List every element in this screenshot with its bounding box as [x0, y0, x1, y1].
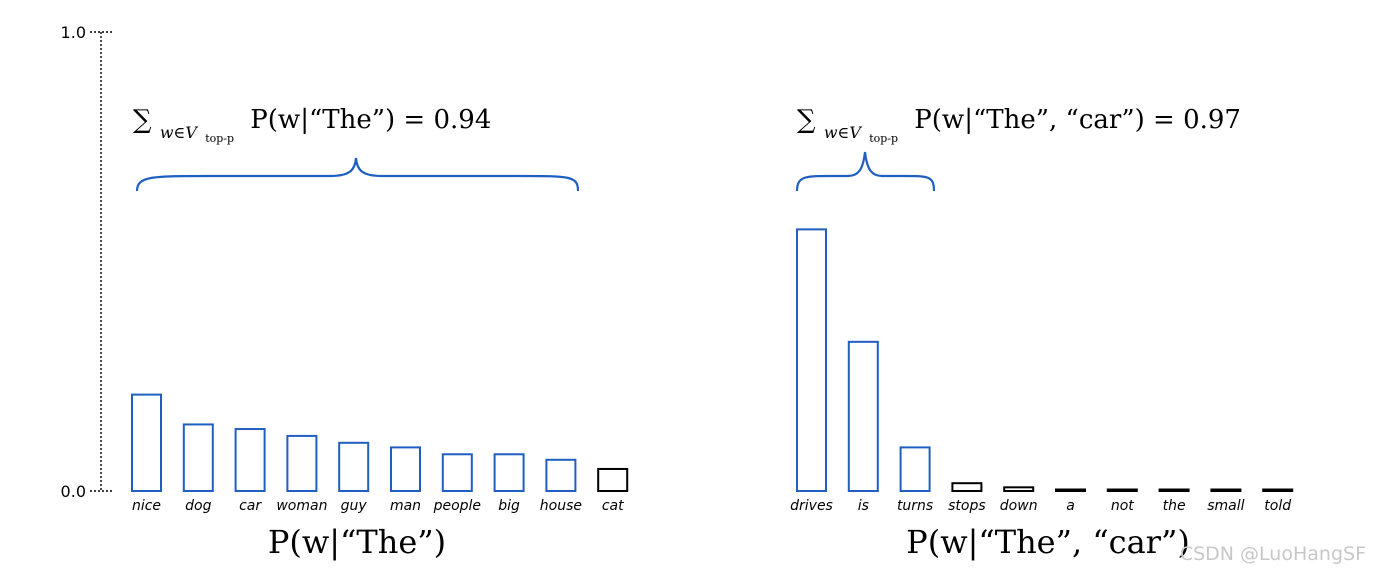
- sum-expression: P(w|“The”, “car”) = 0.97: [914, 105, 1241, 135]
- sum-subsubscript: top-p: [205, 132, 234, 145]
- bars-the-car: [796, 228, 1294, 493]
- bar-told: [1262, 488, 1294, 492]
- y-tick-label-top: 1.0: [61, 23, 86, 42]
- watermark: CSDN @LuoHangSF: [1180, 543, 1366, 565]
- word-label-is: is: [858, 498, 869, 514]
- bar-is: [847, 340, 879, 493]
- bar-man: [390, 446, 421, 492]
- sum-subscript: w∈V: [824, 123, 863, 142]
- bar-big: [493, 453, 525, 492]
- chart-panel-the: nice dog car woman guy man people big house cat ∑…: [131, 105, 629, 561]
- bar-car: [234, 428, 266, 493]
- bar-not: [1106, 488, 1138, 492]
- x-axis-label-the-car: P(w|“The”, “car”): [906, 523, 1190, 561]
- brace-label-the: ∑ w∈V top-p P(w|“The”) = 0.94: [133, 105, 491, 149]
- bar-people: [441, 453, 473, 492]
- word-label-big: big: [498, 498, 520, 514]
- word-label-not: not: [1111, 498, 1134, 514]
- word-label-man: man: [390, 498, 421, 514]
- word-label-people: people: [433, 498, 481, 514]
- word-labels-the-car: drives is turns stops down a not the small told: [790, 498, 1291, 514]
- bar-dog: [182, 423, 214, 493]
- chart-panel-the-car: drives is turns stops down a not the small told ∑…: [790, 105, 1294, 561]
- bar-a: [1055, 488, 1086, 492]
- word-label-drives: drives: [790, 498, 833, 514]
- sum-symbol: ∑: [133, 105, 152, 135]
- sum-subscript: w∈V: [160, 123, 199, 142]
- bar-down: [1003, 486, 1035, 493]
- bar-house: [545, 458, 577, 492]
- word-label-told: told: [1264, 498, 1291, 514]
- word-label-stops: stops: [948, 498, 986, 514]
- word-labels-the: nice dog car woman guy man people big house cat: [132, 498, 624, 514]
- brace-the: [135, 157, 580, 192]
- bar-woman: [286, 434, 318, 493]
- y-axis: 1.0 0.0: [61, 23, 112, 501]
- bar-small: [1210, 488, 1242, 492]
- bars-the: [131, 393, 629, 493]
- word-label-cat: cat: [602, 498, 624, 514]
- word-label-the: the: [1163, 498, 1186, 514]
- brace-label-the-car: ∑ w∈V top-p P(w|“The”, “car”) = 0.97: [797, 105, 1241, 149]
- word-label-a: a: [1066, 498, 1075, 514]
- brace-the-car: [795, 151, 936, 192]
- x-axis-label-the: P(w|“The”): [268, 523, 446, 561]
- sum-expression: P(w|“The”) = 0.94: [250, 105, 491, 135]
- word-label-car: car: [239, 498, 262, 514]
- word-label-small: small: [1207, 498, 1244, 514]
- sum-symbol: ∑: [797, 105, 816, 135]
- bar-cat: [597, 467, 629, 492]
- word-label-nice: nice: [132, 498, 161, 514]
- word-label-dog: dog: [185, 498, 211, 514]
- bar-nice: [131, 393, 162, 492]
- sum-subsubscript: top-p: [869, 132, 898, 145]
- word-label-down: down: [1000, 498, 1038, 514]
- bar-guy: [338, 441, 370, 492]
- bar-stops: [951, 482, 983, 492]
- word-label-woman: woman: [276, 498, 327, 514]
- word-label-house: house: [540, 498, 582, 514]
- bar-turns: [899, 446, 931, 492]
- bar-drives: [796, 228, 827, 492]
- y-tick-label-bottom: 0.0: [61, 482, 86, 501]
- word-label-turns: turns: [897, 498, 933, 514]
- bar-the: [1158, 488, 1190, 492]
- word-label-guy: guy: [341, 498, 368, 514]
